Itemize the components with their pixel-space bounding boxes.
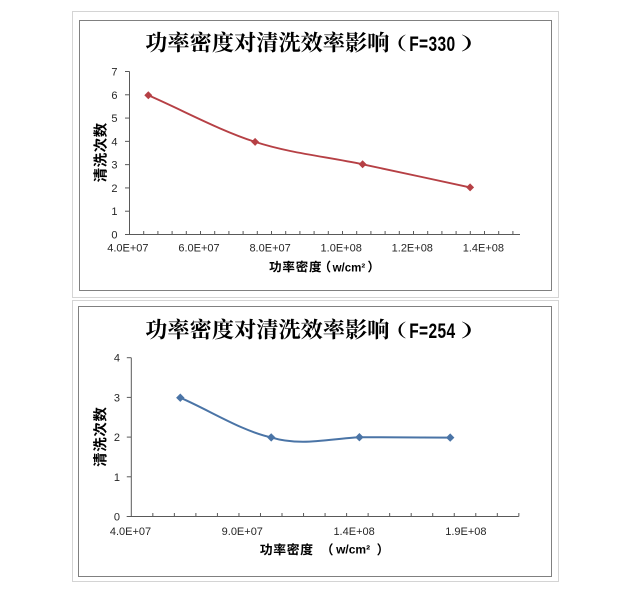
svg-text:9.0E+07: 9.0E+07 <box>222 526 263 538</box>
svg-text:8.0E+07: 8.0E+07 <box>249 243 290 255</box>
svg-text:7: 7 <box>111 67 117 79</box>
svg-text:4.0E+07: 4.0E+07 <box>107 243 148 255</box>
svg-text:F=330: F=330 <box>409 32 455 56</box>
svg-text:w/cm²: w/cm² <box>335 543 370 557</box>
svg-text:2: 2 <box>111 183 117 195</box>
svg-text:0: 0 <box>114 512 120 524</box>
svg-text:3: 3 <box>111 160 117 172</box>
svg-text:1: 1 <box>111 206 117 218</box>
svg-text:4: 4 <box>111 136 117 148</box>
svg-text:w/cm²: w/cm² <box>332 263 366 275</box>
svg-text:6: 6 <box>111 90 117 102</box>
svg-text:1.9E+08: 1.9E+08 <box>445 526 486 538</box>
svg-text:6.0E+07: 6.0E+07 <box>178 243 219 255</box>
svg-text:4.0E+07: 4.0E+07 <box>110 526 151 538</box>
svg-text:1.0E+08: 1.0E+08 <box>321 243 362 255</box>
svg-text:F=254: F=254 <box>409 319 456 343</box>
svg-text:1.2E+08: 1.2E+08 <box>392 243 433 255</box>
svg-text:1: 1 <box>114 472 120 484</box>
svg-text:1.4E+08: 1.4E+08 <box>463 243 504 255</box>
svg-text:2: 2 <box>114 432 120 444</box>
svg-text:0: 0 <box>111 230 117 242</box>
svg-text:4: 4 <box>114 353 120 365</box>
svg-text:3: 3 <box>114 392 120 404</box>
svg-text:5: 5 <box>111 113 117 125</box>
svg-text:1.4E+08: 1.4E+08 <box>333 526 374 538</box>
